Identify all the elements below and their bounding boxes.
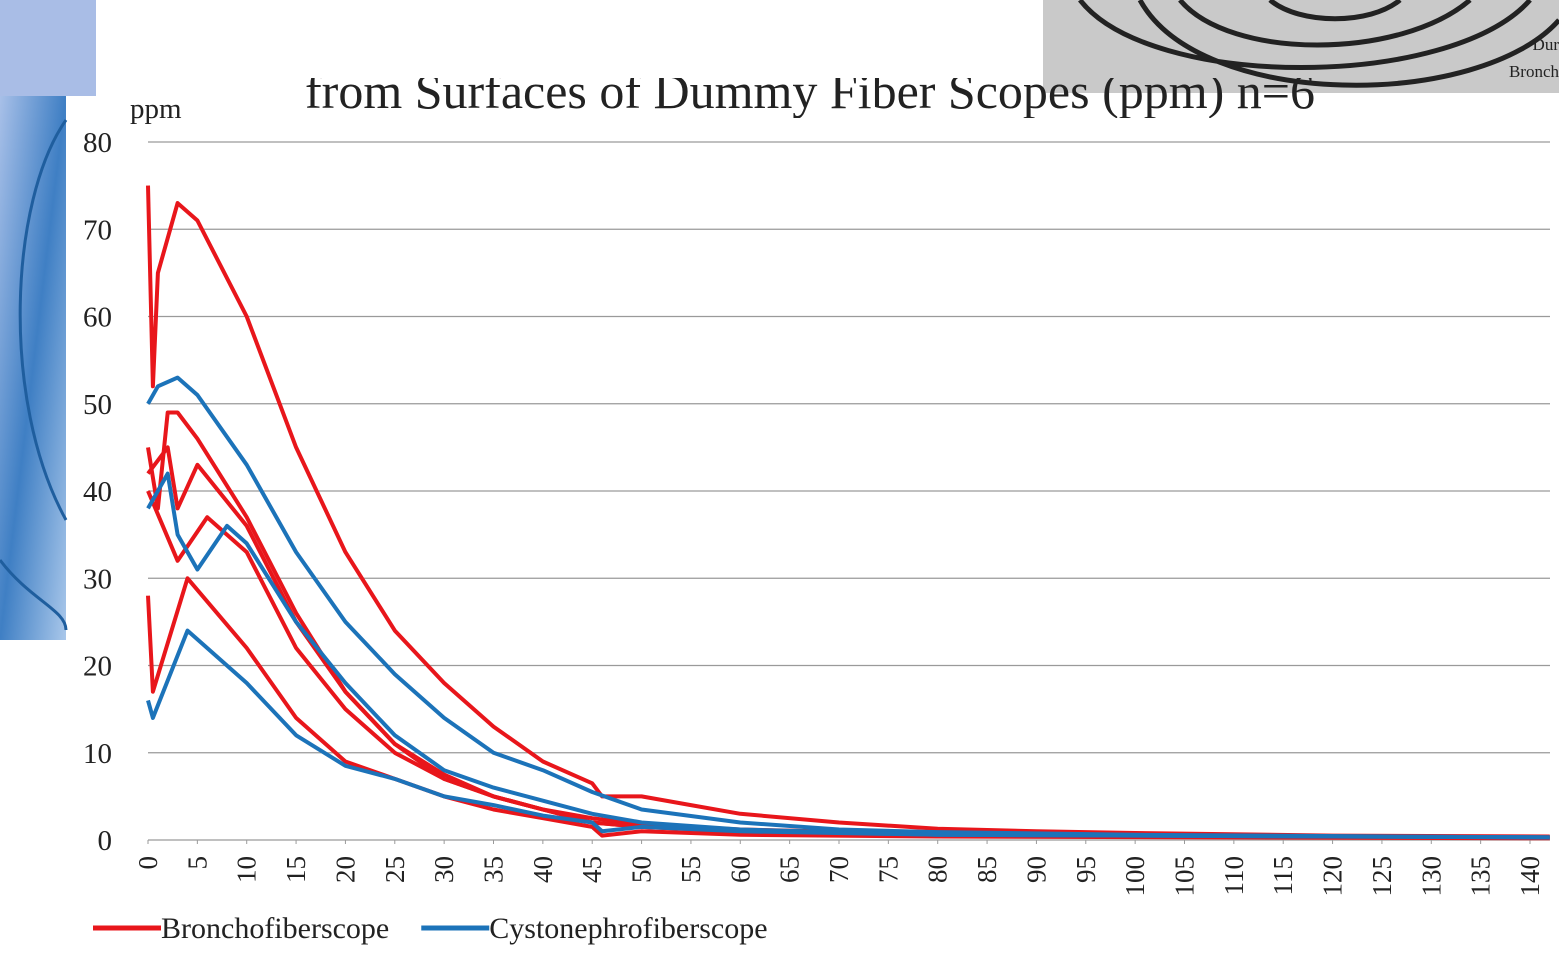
- data-line: [148, 186, 1550, 837]
- legend-label: Bronchofiberscope: [161, 912, 389, 945]
- x-tick-label: 35: [479, 856, 509, 883]
- photo-caption: Dur: [1533, 35, 1559, 54]
- background-decoration: [0, 96, 66, 640]
- x-tick-label: 70: [824, 856, 854, 883]
- page: {"chart_data": {"type": "line", "title":…: [0, 0, 1559, 949]
- legend: Bronchofiberscope Cystonephrofiberscope: [93, 912, 768, 945]
- x-tick-label: 45: [577, 856, 607, 883]
- x-tick-label: 20: [330, 856, 360, 883]
- x-tick-label: 140: [1515, 856, 1545, 897]
- data-line: [148, 447, 1550, 837]
- y-tick-label: 60: [83, 302, 112, 334]
- y-tick-label: 50: [83, 389, 112, 421]
- y-tick-label: 10: [83, 738, 112, 770]
- x-tick-label: 115: [1268, 856, 1298, 896]
- y-tick-label: 70: [83, 214, 112, 246]
- y-tick-label: 20: [83, 651, 112, 683]
- x-tick-label: 40: [528, 856, 558, 883]
- data-line: [148, 578, 1550, 838]
- legend-label: Cystonephrofiberscope: [489, 912, 767, 945]
- y-tick-label: 0: [98, 825, 113, 857]
- x-tick-label: 65: [775, 856, 805, 883]
- x-tick-label: 105: [1170, 856, 1200, 897]
- x-tick-label: 100: [1120, 856, 1150, 897]
- data-line: [148, 413, 1550, 838]
- chart: Dur Bronch from Surfaces of Dummy Fiber …: [0, 0, 1559, 949]
- x-tick-label: 15: [281, 856, 311, 883]
- x-tick-label: 5: [182, 856, 212, 870]
- x-tick-label: 125: [1367, 856, 1397, 897]
- x-tick-label: 10: [232, 856, 262, 883]
- data-line: [148, 631, 1550, 838]
- x-tick-label: 60: [725, 856, 755, 883]
- x-tick-label: 30: [429, 856, 459, 883]
- x-tick-label: 80: [923, 856, 953, 883]
- y-tick-label: 40: [83, 476, 112, 508]
- x-tick-label: 130: [1416, 856, 1446, 897]
- x-tick-label: 90: [1021, 856, 1051, 883]
- data-line: [148, 474, 1550, 838]
- x-tick-label: 55: [676, 856, 706, 883]
- x-tick-label: 50: [627, 856, 657, 883]
- x-tick-label: 75: [873, 856, 903, 883]
- y-tick-label: 30: [83, 563, 112, 595]
- data-line: [148, 491, 1550, 837]
- x-tick-label: 95: [1071, 856, 1101, 883]
- background-decoration: [0, 0, 96, 96]
- y-tick-label: 80: [83, 127, 112, 159]
- x-tick-label: 0: [133, 856, 163, 870]
- x-tick-label: 120: [1318, 856, 1348, 897]
- y-axis-label: ppm: [130, 93, 182, 125]
- photo-caption: Bronch: [1509, 62, 1559, 81]
- x-tick-label: 25: [380, 856, 410, 883]
- x-tick-label: 110: [1219, 856, 1249, 896]
- x-tick-label: 135: [1466, 856, 1496, 897]
- x-tick-label: 85: [972, 856, 1002, 883]
